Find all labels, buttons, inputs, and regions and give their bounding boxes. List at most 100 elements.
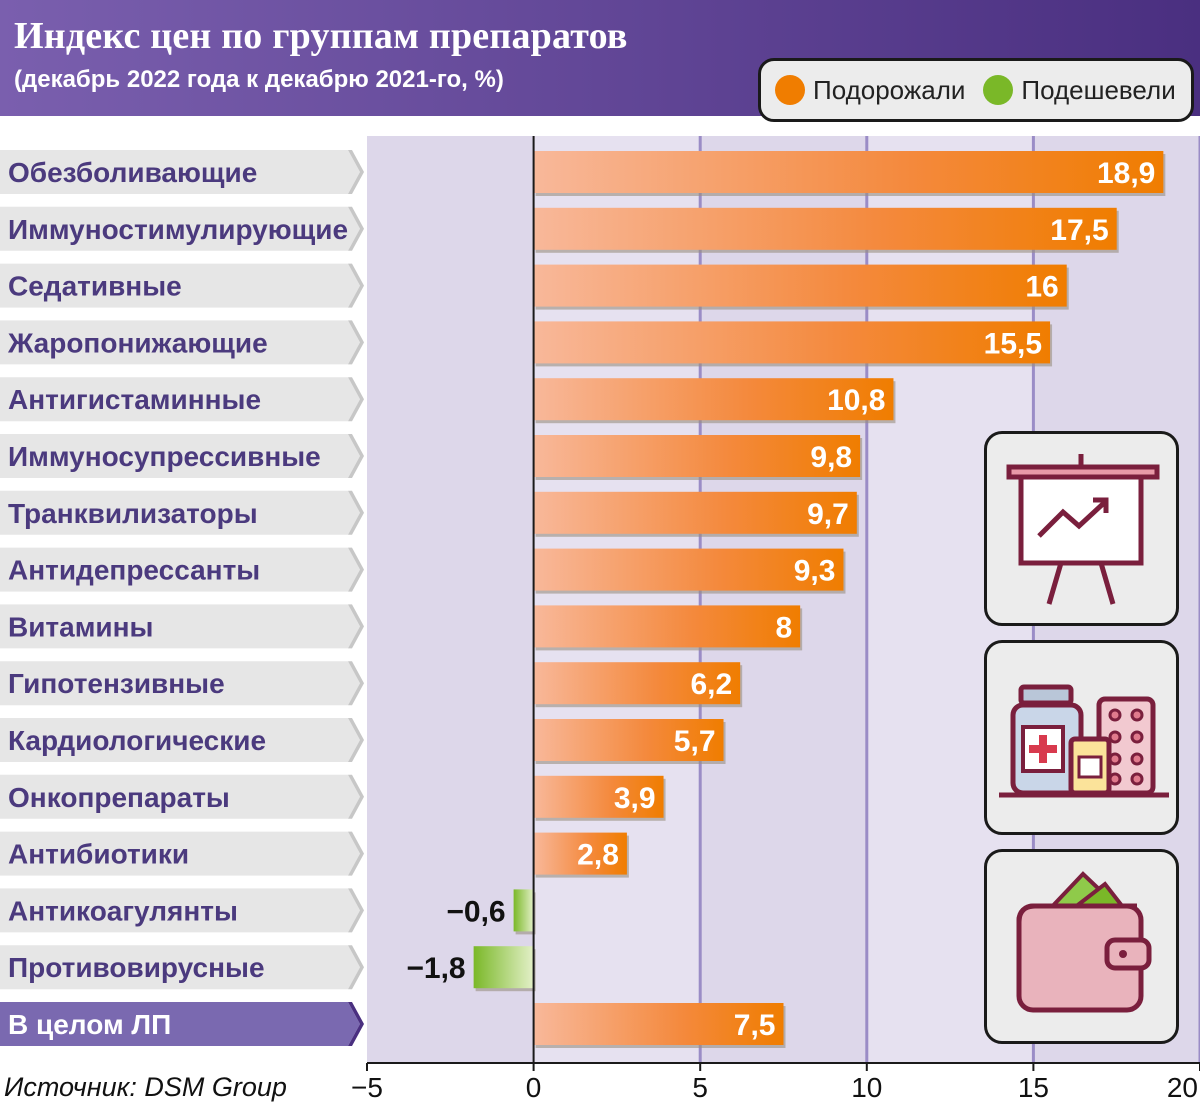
category-tab-edge [348, 661, 364, 706]
category-tab [0, 434, 360, 478]
category-tab [0, 604, 360, 649]
bar-up [533, 775, 664, 818]
category-label: Антигистаминные [8, 384, 261, 415]
bar-up [533, 719, 724, 761]
legend-item-down: Подешевели [983, 74, 1176, 106]
chart-title: Индекс цен по группам препаратов [14, 15, 628, 57]
bar-value-label: 10,8 [827, 384, 885, 417]
category-tab [0, 831, 360, 876]
legend-item-up: Подорожали [775, 75, 965, 106]
bar-up [533, 832, 627, 875]
category-label: Антикоагулянты [8, 895, 238, 926]
x-tick-label: 10 [851, 1072, 882, 1103]
category-tab-edge [348, 434, 364, 478]
bar-up [533, 321, 1051, 364]
legend-down-label: Подешевели [1021, 74, 1176, 105]
bar-up [533, 548, 844, 591]
category-label: Иммуностимулирующие [8, 214, 348, 245]
category-tab-edge [348, 377, 364, 422]
bar-value-label: 18,9 [1097, 157, 1155, 190]
legend-up-swatch [775, 75, 805, 105]
presentation-chart-icon [984, 431, 1179, 626]
category-tab [0, 945, 360, 990]
bar-value-label: 8 [775, 611, 792, 644]
bar-down [513, 889, 534, 932]
bar-value-label: 15,5 [984, 327, 1042, 360]
category-tab-edge [348, 1002, 364, 1046]
category-label: Иммуносупрессивные [8, 441, 321, 472]
chart-subtitle: (декабрь 2022 года к декабрю 2021-го, %) [14, 66, 504, 93]
category-tab-edge [348, 888, 364, 933]
category-tab-edge [348, 206, 364, 251]
category-tab-edge [348, 263, 364, 308]
category-tab [0, 150, 360, 194]
x-tick-label: 15 [1018, 1072, 1049, 1103]
category-label: Обезболивающие [8, 157, 257, 188]
wallet-icon [984, 849, 1179, 1044]
bar-value-label: 16 [1025, 271, 1058, 304]
category-tab [0, 661, 360, 706]
category-tab [0, 490, 360, 535]
category-tab [0, 263, 360, 308]
x-tick-label: 20 [1167, 1072, 1198, 1103]
bar-value-label: −1,8 [406, 952, 465, 985]
category-tab [0, 718, 360, 762]
category-tab-edge [348, 718, 364, 762]
bar-value-label: 9,8 [810, 441, 852, 474]
category-label: Антибиотики [8, 839, 189, 870]
plot-band [367, 136, 534, 1063]
category-tab-edge [348, 547, 364, 592]
bar-down [473, 946, 534, 989]
bar-value-label: −0,6 [446, 895, 505, 928]
category-label: Онкопрепараты [8, 782, 230, 813]
category-label: Противовирусные [8, 952, 265, 983]
category-label: Витамины [8, 611, 153, 642]
bar-value-label: 3,9 [614, 782, 656, 815]
category-label: Кардиологические [8, 725, 266, 756]
bar-value-label: 9,3 [794, 555, 836, 588]
category-tab [0, 774, 360, 819]
medicine-bottles-icon [984, 640, 1179, 835]
x-tick-label: −5 [351, 1072, 383, 1103]
category-tab-edge [348, 150, 364, 194]
bar-up [533, 264, 1067, 307]
category-label: Седативные [8, 271, 182, 302]
x-tick-label: 5 [692, 1072, 708, 1103]
category-tab [0, 888, 360, 933]
category-tab [0, 206, 360, 251]
bar-value-label: 5,7 [674, 725, 716, 758]
bar-value-label: 6,2 [690, 668, 732, 701]
legend-up-label: Подорожали [813, 74, 966, 105]
bar-up [533, 1003, 784, 1045]
legend: Подорожали Подешевели [758, 58, 1194, 122]
category-tab-edge [348, 945, 364, 990]
category-label: Гипотензивные [8, 668, 225, 699]
category-tab [0, 377, 360, 422]
bar-up [533, 491, 857, 534]
bar-value-label: 2,8 [577, 839, 619, 872]
category-label: Жаропонижающие [7, 327, 268, 358]
bar-up [533, 151, 1164, 193]
category-tab-edge [348, 604, 364, 649]
bar-up [533, 435, 861, 477]
legend-down-swatch [983, 75, 1014, 105]
category-tab-edge [348, 774, 364, 819]
source-note: Источник: DSM Group [4, 1072, 287, 1102]
category-label: Антидепрессанты [8, 555, 260, 586]
category-tab [0, 320, 360, 365]
category-tab-edge [348, 320, 364, 365]
bar-up [533, 662, 741, 705]
category-label: Транквилизаторы [8, 498, 258, 529]
bar-value-label: 7,5 [734, 1009, 776, 1042]
category-label: В целом ЛП [8, 1009, 171, 1040]
category-tab [0, 1002, 360, 1046]
bar-value-label: 9,7 [807, 498, 849, 531]
bar-up [533, 605, 801, 648]
bar-value-label: 17,5 [1050, 214, 1108, 247]
category-tab [0, 547, 360, 592]
x-tick-label: 0 [526, 1072, 542, 1103]
bar-up [533, 207, 1117, 250]
category-tab-edge [348, 490, 364, 535]
bar-up [533, 378, 894, 421]
category-tab-edge [348, 831, 364, 876]
